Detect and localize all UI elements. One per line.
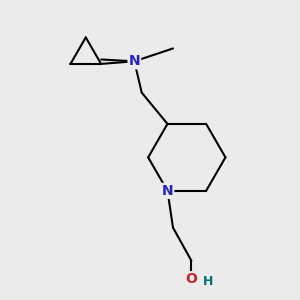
Text: N: N (162, 184, 173, 198)
Text: H: H (203, 274, 214, 287)
Text: O: O (185, 272, 197, 286)
Text: N: N (128, 54, 140, 68)
